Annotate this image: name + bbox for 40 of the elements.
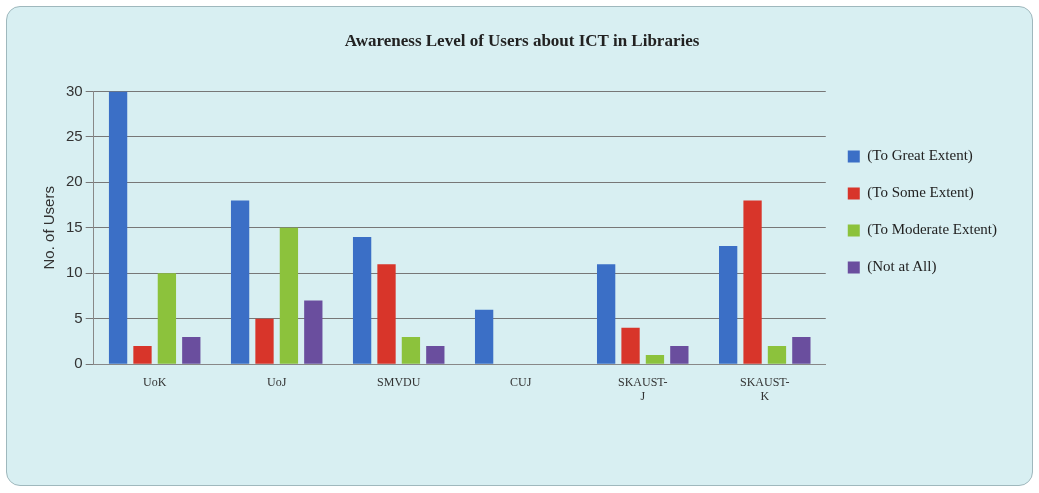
y-tick-label: 0 <box>74 354 83 372</box>
bar <box>157 273 177 364</box>
bar <box>352 236 372 364</box>
bar <box>743 200 762 364</box>
chart-title: Awareness Level of Users about ICT in Libraries <box>344 30 700 50</box>
bar <box>377 264 396 364</box>
bar <box>474 309 494 364</box>
x-tick-label: SMVDU <box>377 374 421 389</box>
bar <box>621 327 640 364</box>
y-tick-label: 30 <box>66 81 83 99</box>
y-tick-label: 20 <box>66 172 83 190</box>
bar <box>596 264 616 364</box>
bar <box>182 336 201 364</box>
legend-label: (To Great Extent) <box>867 147 973 165</box>
bar <box>792 336 811 364</box>
bar <box>670 346 689 364</box>
legend-label: (Not at All) <box>867 258 937 276</box>
x-tick-label: UoK <box>143 374 167 389</box>
bar <box>719 245 738 364</box>
bar <box>133 346 152 364</box>
x-tick-label: CUJ <box>510 374 532 389</box>
bar <box>230 200 250 364</box>
y-tick-label: 5 <box>74 308 83 326</box>
bar <box>279 227 299 364</box>
bar <box>304 300 323 364</box>
y-tick-label: 25 <box>66 127 83 145</box>
y-tick-label: 15 <box>66 217 83 235</box>
bar <box>255 318 274 364</box>
x-tick-label: SKAUST-K <box>739 374 790 403</box>
bar <box>108 91 128 364</box>
legend-label: (To Some Extent) <box>867 184 974 202</box>
bar <box>401 336 421 364</box>
x-tick-label: SKAUST-J <box>617 374 668 403</box>
y-axis-title: No. of Users <box>40 186 58 270</box>
x-tick-label: UoJ <box>267 374 287 389</box>
bar <box>767 346 787 364</box>
legend-label: (To Moderate Extent) <box>867 221 997 239</box>
y-tick-label: 10 <box>66 263 83 281</box>
bar <box>645 355 665 364</box>
bar <box>426 346 445 364</box>
